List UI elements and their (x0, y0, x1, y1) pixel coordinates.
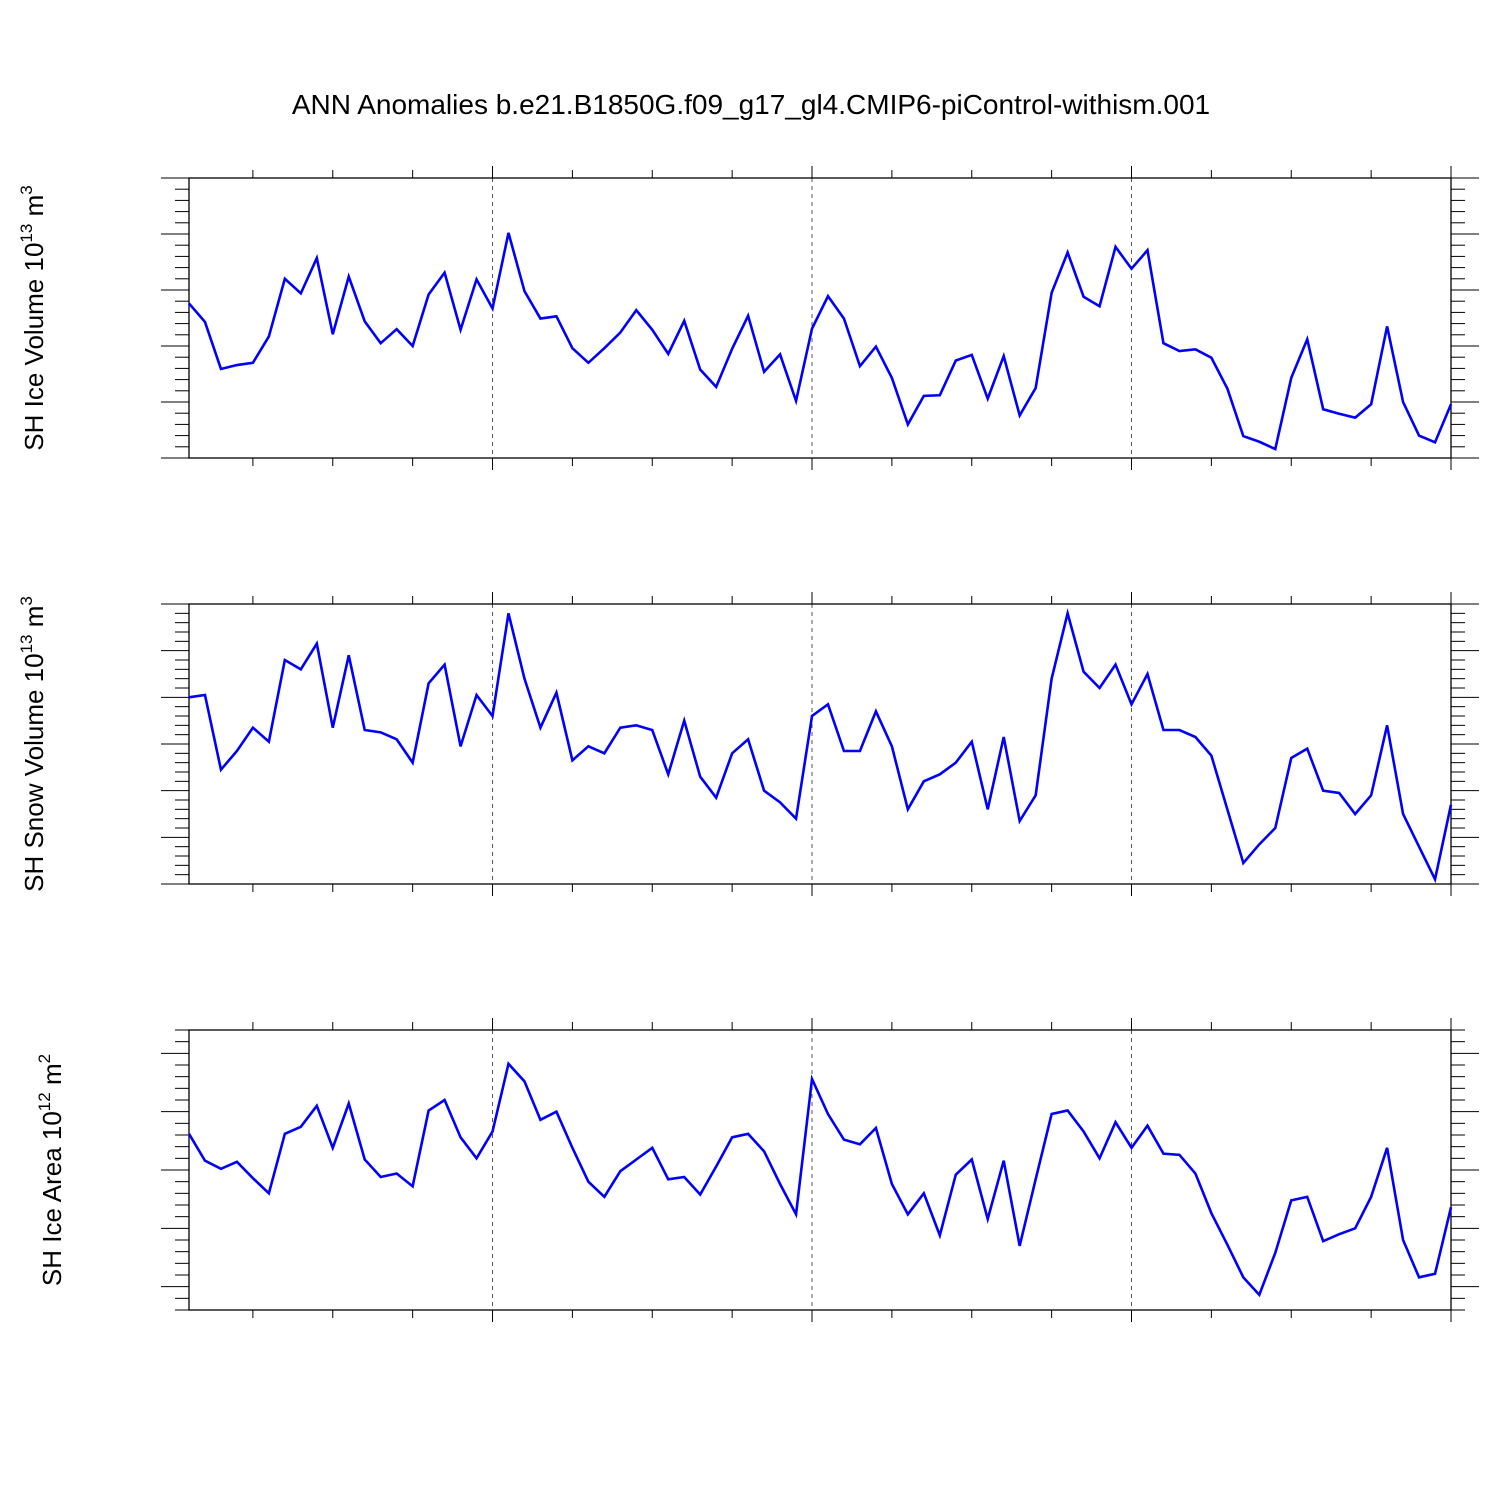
y-axis-label-unit-exp: 3 (17, 596, 36, 605)
series-line-1 (188, 608, 1453, 884)
y-axis-label-unit-exp: 2 (35, 1054, 54, 1063)
chart-title: ANN Anomalies b.e21.B1850G.f09_g17_gl4.C… (292, 89, 1210, 120)
y-axis-label-exp-base: 10 (19, 653, 49, 689)
y-axis-label-unit: m (19, 195, 49, 224)
y-axis-label: SH Ice Volume 1013 m3 (17, 185, 49, 450)
y-axis-label: SH Ice Area 1012 m2 (35, 1054, 67, 1286)
y-axis-label-exp: 13 (17, 634, 36, 653)
plot-frame (188, 603, 1452, 885)
series-line-1 (188, 232, 1453, 451)
y-axis-label-exp: 13 (17, 224, 36, 243)
panel-2: SH Snow Volume 1013 m3 (17, 592, 1479, 896)
panel-3: SH Ice Area 1012 m2 (35, 1018, 1479, 1322)
y-axis-label-text: SH Ice Area (37, 1147, 67, 1286)
series-line-1 (187, 1061, 1453, 1298)
y-axis-label-unit: m (19, 606, 49, 635)
y-axis-label: SH Snow Volume 1013 m3 (17, 596, 49, 892)
panel-1: SH Ice Volume 1013 m3 (17, 166, 1479, 470)
y-axis-label-exp: 12 (35, 1092, 54, 1111)
y-axis-label-text: SH Ice Volume (19, 279, 49, 451)
plot-frame (188, 177, 1452, 459)
y-axis-label-text: SH Snow Volume (19, 690, 49, 892)
y-axis-label-exp-base: 10 (19, 243, 49, 279)
y-axis-label-unit: m (37, 1063, 67, 1092)
plot-frame (188, 1029, 1452, 1311)
y-axis-label-unit-exp: 3 (17, 185, 36, 194)
y-axis-label-exp-base: 10 (37, 1111, 67, 1147)
